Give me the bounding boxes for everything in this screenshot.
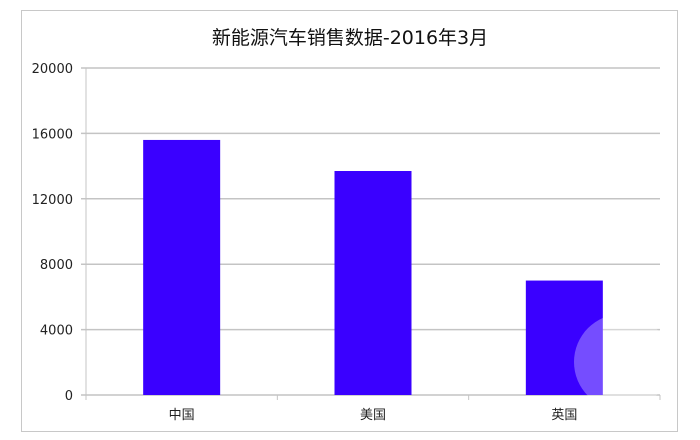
bar-0: [143, 139, 221, 395]
y-tick-label: 4000: [40, 324, 73, 339]
bar-2: [525, 280, 603, 395]
bar-1: [334, 171, 412, 395]
y-tick-label: 16000: [32, 127, 73, 142]
y-tick-label: 12000: [32, 193, 73, 208]
y-tick-label: 8000: [40, 258, 73, 273]
x-tick-label: 美国: [360, 408, 386, 423]
chart-frame: [21, 10, 678, 432]
y-tick-label: 0: [65, 389, 73, 404]
chart-title: 新能源汽车销售数据-2016年3月: [212, 27, 488, 49]
x-tick-label: 英国: [551, 408, 577, 423]
x-tick-label: 中国: [169, 408, 195, 423]
y-tick-label: 20000: [32, 62, 73, 77]
watermark-logo: [574, 314, 670, 410]
